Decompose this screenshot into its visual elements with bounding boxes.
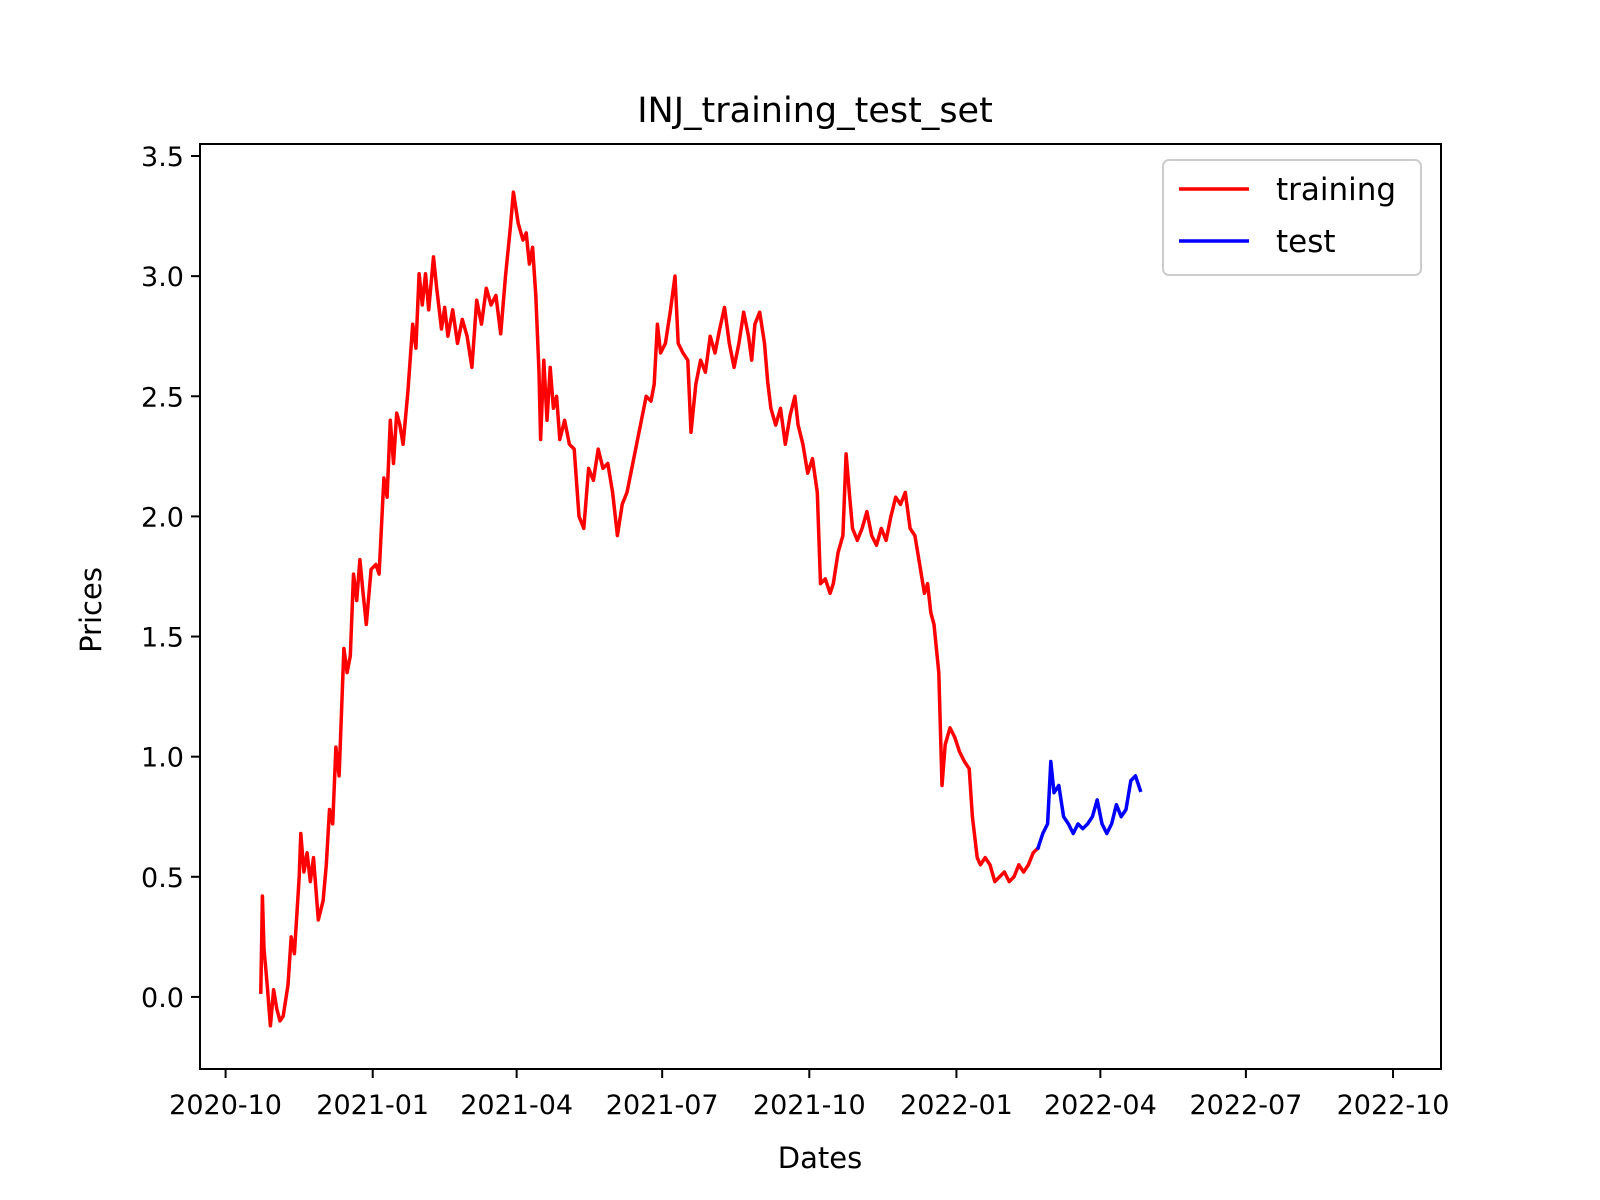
- y-tick-label: 0.5: [141, 863, 184, 894]
- series-line-training: [259, 190, 1041, 1028]
- chart-title: INJ_training_test_set: [637, 91, 993, 131]
- y-tick-label: 0.0: [141, 983, 184, 1014]
- x-tick-label: 2021-10: [753, 1090, 866, 1121]
- x-tick-label: 2022-07: [1189, 1090, 1302, 1121]
- x-tick-label: 2022-04: [1044, 1090, 1157, 1121]
- y-axis-label: Prices: [74, 567, 108, 653]
- x-tick-label: 2022-10: [1337, 1090, 1450, 1121]
- series-line-test: [1035, 759, 1143, 851]
- x-tick-label: 2021-04: [460, 1090, 573, 1121]
- series-layer: [259, 190, 1143, 1028]
- legend-label-training: training: [1276, 172, 1396, 208]
- plot-area: [199, 143, 1442, 1070]
- y-tick-label: 3.5: [141, 142, 184, 173]
- x-tick-label: 2020-10: [169, 1090, 282, 1121]
- y-tick-label: 2.0: [141, 502, 184, 533]
- y-tick-label: 2.5: [141, 382, 184, 413]
- x-tick-label: 2022-01: [900, 1090, 1013, 1121]
- x-axis-label: Dates: [778, 1141, 862, 1175]
- y-tick-label: 1.0: [141, 743, 184, 774]
- x-axis-ticks: 2020-10 2021-01 2021-04 2021-07 2021-10 2022-…: [169, 1069, 1449, 1121]
- legend: training test: [1162, 159, 1422, 276]
- axes-frame: [199, 143, 1442, 1070]
- y-tick-label: 1.5: [141, 623, 184, 654]
- y-tick-label: 3.0: [141, 262, 184, 293]
- legend-label-test: test: [1276, 224, 1336, 260]
- x-tick-label: 2021-07: [606, 1090, 719, 1121]
- x-tick-label: 2021-01: [316, 1090, 429, 1121]
- y-axis-ticks: 0.0 0.5 1.0 1.5 2.0 2.5 3.0 3.5: [141, 142, 200, 1014]
